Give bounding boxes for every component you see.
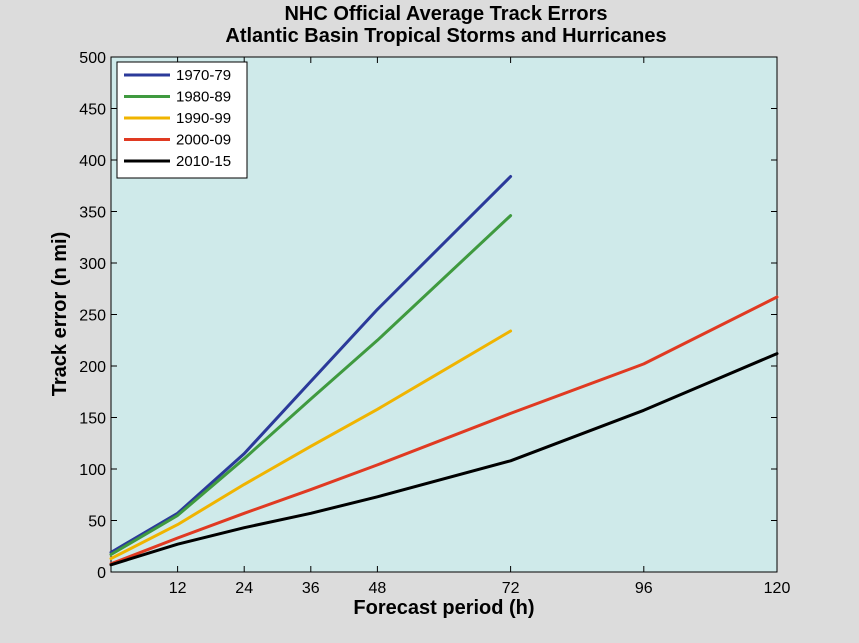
x-axis-label: Forecast period (h)	[353, 597, 534, 619]
series-line-2010-15	[109, 352, 779, 567]
legend-label: 2010-15	[176, 153, 231, 170]
y-tick-label: 200	[79, 359, 106, 376]
chart-subtitle: Atlantic Basin Tropical Storms and Hurri…	[225, 25, 666, 47]
y-tick-label: 250	[79, 308, 106, 325]
x-tick-label: 24	[235, 580, 253, 597]
chart-title: NHC Official Average Track Errors	[284, 3, 607, 25]
y-tick-label: 50	[88, 514, 106, 531]
y-tick-label: 350	[79, 205, 106, 222]
y-tick-label: 400	[79, 153, 106, 170]
y-tick-label: 500	[79, 50, 106, 67]
legend-label: 2000-09	[176, 132, 231, 149]
y-tick-label: 150	[79, 411, 106, 428]
series-line-1970-79	[109, 175, 513, 554]
x-tick-label: 96	[635, 580, 653, 597]
legend: 1970-79 1980-89 1990-99 2000-09 2010-15	[116, 61, 248, 179]
x-tick-label: 48	[369, 580, 387, 597]
tick-layer: 12 24 36 48 72 96 120 0 50 100 150 200 250 300 350 400 4…	[79, 50, 790, 597]
x-tick-label: 72	[502, 580, 520, 597]
legend-label: 1970-79	[176, 67, 231, 84]
legend-entries: 1970-79 1980-89 1990-99 2000-09 2010-15	[124, 67, 231, 170]
x-tick-label: 36	[302, 580, 320, 597]
series-line-1990-99	[109, 329, 513, 561]
x-tick-label: 12	[169, 580, 187, 597]
series-line-1980-89	[109, 214, 513, 556]
legend-box	[116, 61, 248, 179]
x-tick-label: 120	[764, 580, 791, 597]
y-axis-label: Track error (n mi)	[49, 232, 71, 397]
series-layer	[109, 175, 779, 567]
series-line-2000-09	[109, 295, 779, 566]
y-tick-label: 300	[79, 256, 106, 273]
legend-label: 1980-89	[176, 89, 231, 106]
legend-label: 1990-99	[176, 110, 231, 127]
y-tick-label: 450	[79, 102, 106, 119]
y-tick-label: 0	[97, 565, 106, 582]
y-tick-label: 100	[79, 462, 106, 479]
